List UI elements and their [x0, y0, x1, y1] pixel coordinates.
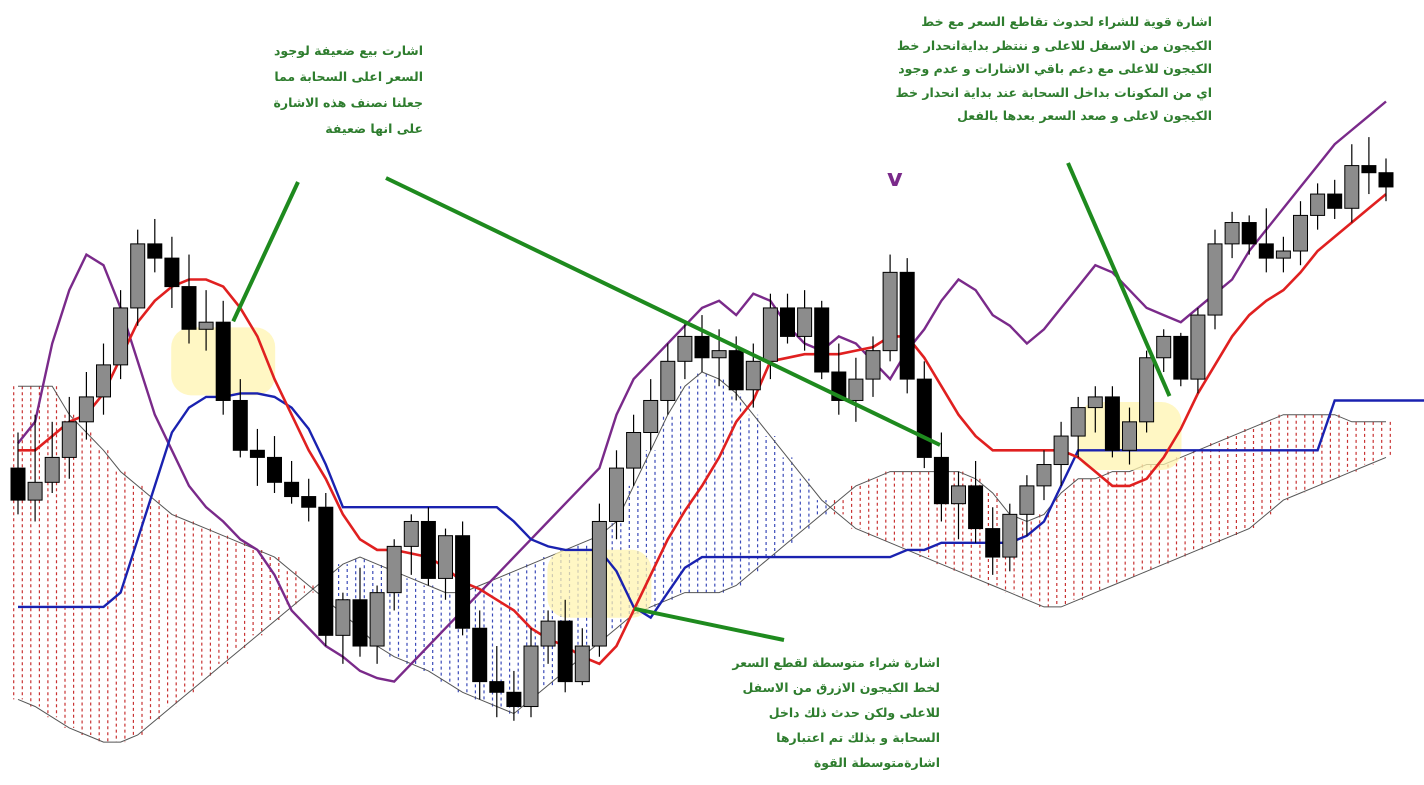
trend-line: [385, 176, 941, 447]
candle-bear: [181, 286, 197, 330]
candle-bull: [848, 378, 864, 401]
tenkan-sen-line: [18, 193, 1387, 666]
candle-bull: [574, 645, 590, 683]
candle-bull: [403, 520, 419, 547]
candle-bear: [215, 321, 231, 401]
candle-bull: [1344, 165, 1360, 209]
candle-bear: [557, 620, 573, 683]
candle-bull: [130, 243, 146, 309]
candle-bear: [318, 506, 334, 636]
candle-bull: [677, 335, 693, 362]
candle-bear: [232, 399, 248, 451]
annotation-sell-weak: اشارت بيع ضعيفة لوجود السعر اعلى السحابة…: [273, 43, 423, 136]
candle-bear: [694, 335, 710, 359]
candle-bear: [1327, 193, 1343, 209]
candle-bull: [1207, 243, 1223, 316]
candle-bull: [865, 350, 881, 380]
indicator-lines: [17, 100, 1424, 683]
candle-bear: [933, 456, 949, 505]
candle-bull: [523, 645, 539, 708]
candle-bear: [147, 243, 163, 259]
candle-bull: [745, 360, 761, 391]
candle-bull: [626, 432, 642, 469]
candle-bear: [164, 257, 180, 288]
candle-bull: [335, 599, 351, 636]
candle-bear: [780, 307, 795, 337]
candle-bull: [951, 485, 966, 505]
candle-bull: [78, 396, 94, 423]
candle-bull: [96, 364, 111, 398]
candle-bull: [1156, 335, 1172, 359]
stray-mark: v: [887, 164, 903, 192]
candle-bull: [1053, 435, 1069, 466]
candle-bull: [27, 481, 43, 501]
candle-bull: [1275, 250, 1291, 259]
candle-bear: [1173, 335, 1189, 380]
candle-bear: [968, 485, 984, 530]
candle-bull: [198, 321, 214, 330]
candle-bear: [1104, 396, 1120, 451]
candle-bear: [10, 467, 26, 501]
candle-bull: [44, 456, 60, 483]
candle-bull: [1070, 407, 1086, 437]
candle-bull: [762, 307, 778, 362]
candle-bull: [643, 399, 659, 433]
candle-bull: [797, 307, 813, 337]
candle-bull: [1087, 396, 1103, 409]
candle-bull: [711, 350, 727, 359]
candle-bull: [369, 592, 385, 647]
candle-bull: [1036, 464, 1052, 487]
candle-bull: [1224, 222, 1240, 245]
annotation-buy-strong: اشارة قوية للشراء لحدوث تقاطع السعر مع خ…: [895, 14, 1212, 123]
candle-bear: [1361, 165, 1377, 174]
candle-bear: [249, 449, 265, 458]
candle-bull: [1293, 214, 1308, 252]
candle-bear: [489, 681, 505, 693]
candle-bull: [591, 520, 607, 647]
candle-bear: [455, 535, 471, 629]
pointer-buy-strong: [1066, 162, 1172, 397]
candle-bear: [728, 350, 744, 391]
candle-bull: [61, 421, 77, 458]
candle-bull: [540, 620, 556, 647]
annotation-buy-medium: اشارة شراء متوسطة لقطع السعر لخط الكيجون…: [732, 655, 940, 770]
candle-bear: [916, 378, 932, 458]
candle-bear: [985, 528, 1001, 558]
candle-bull: [660, 360, 676, 401]
candle-bear: [267, 456, 282, 483]
pointer-sell-weak: [231, 181, 300, 323]
candle-bear: [472, 627, 488, 683]
pointer-buy-medium: [633, 606, 785, 642]
candle-bear: [1258, 243, 1274, 259]
candle-bull: [1019, 485, 1035, 515]
candle-bear: [420, 520, 436, 579]
candle-bull: [1190, 314, 1206, 380]
candle-bear: [506, 691, 522, 708]
candle-bear: [1241, 222, 1257, 245]
candle-bull: [609, 467, 624, 522]
candle-bear: [814, 307, 830, 373]
signal-pointers: [231, 162, 1172, 642]
candle-bull: [1310, 193, 1326, 216]
chikou-span-line: [17, 100, 1387, 683]
candle-bull: [1122, 421, 1137, 451]
candle-bull: [113, 307, 129, 366]
candle-bear: [899, 271, 915, 380]
candle-bull: [438, 535, 453, 579]
candle-bear: [301, 496, 317, 508]
candle-bear: [352, 599, 368, 647]
candle-bear: [284, 481, 300, 498]
kijun-sen-line: [18, 392, 1424, 620]
candle-bear: [1378, 172, 1394, 188]
candle-bull: [1139, 357, 1155, 423]
candle-bull: [386, 545, 402, 594]
candle-bull: [882, 271, 898, 352]
candle-bull: [1002, 513, 1018, 558]
